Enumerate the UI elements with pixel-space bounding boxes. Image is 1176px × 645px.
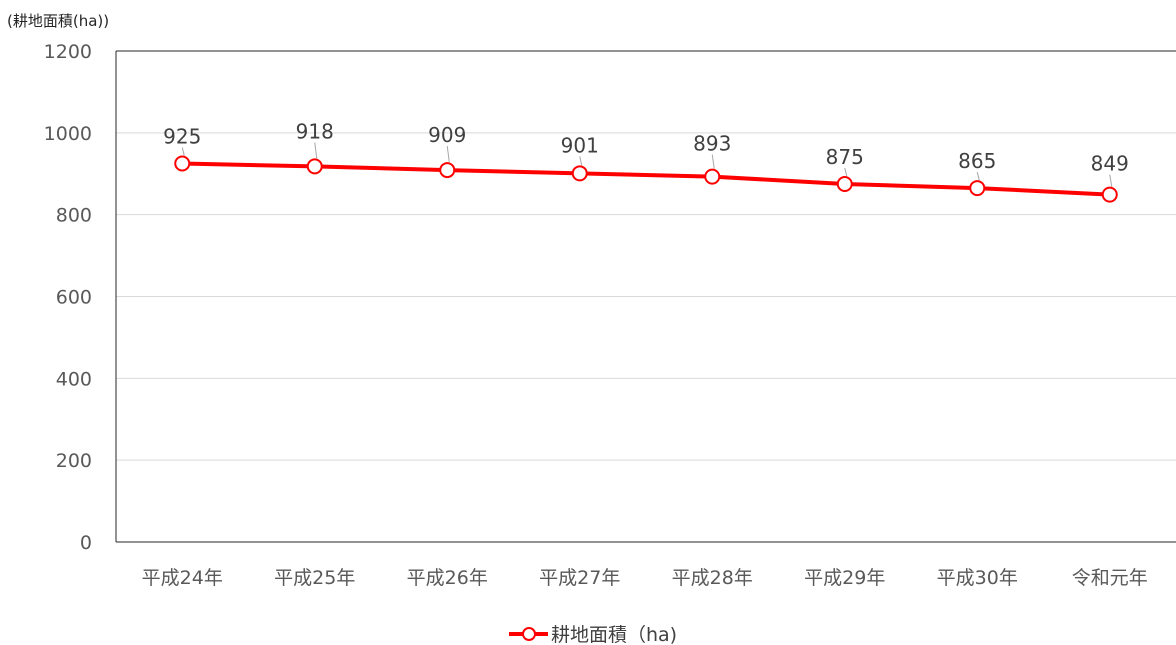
legend-label: 耕地面積（ha) [551,624,677,645]
data-label-leader [976,171,980,181]
data-point [439,162,456,179]
data-label-leader [446,146,450,163]
series-line [182,161,1110,197]
data-label: 925 [163,125,201,149]
data-labels: 925 918 909 901 893 875 865 849 [163,119,1129,175]
y-tick-label: 0 [80,532,92,554]
x-tick-label: 平成30年 [937,567,1018,589]
y-tick-label: 1200 [44,41,92,63]
x-tick-label: 平成29年 [804,567,885,589]
data-point [969,180,986,197]
data-label: 865 [958,149,996,173]
y-tick-label: 400 [56,368,92,390]
data-points [174,155,1118,203]
data-label-leader [181,147,185,156]
axes [115,50,1176,543]
legend-swatch-marker [522,627,536,641]
data-point [836,175,853,192]
data-point [306,158,323,175]
gridlines [116,50,1176,461]
data-label-leader [711,154,715,169]
data-point [1101,186,1118,203]
y-axis-unit-label: (耕地面積(ha)) [7,12,109,30]
data-label: 901 [561,133,599,157]
data-label: 909 [428,123,466,147]
x-tick-labels: 平成24年 平成25年 平成26年 平成27年 平成28年 平成29年 平成30年 令和元年 [142,567,1148,589]
data-label-leader [1109,174,1113,187]
x-tick-label: 平成24年 [142,567,223,589]
data-point [174,155,191,172]
data-point [571,165,588,182]
y-tick-label: 800 [56,205,92,227]
data-label-leader [314,142,318,159]
data-label-leader [579,156,583,166]
data-label: 918 [296,119,334,143]
x-tick-label: 平成28年 [672,567,753,589]
legend: 耕地面積（ha) [509,624,677,645]
y-tick-label: 200 [56,450,92,472]
x-tick-label: 平成25年 [274,567,355,589]
y-tick-label: 1000 [44,123,92,145]
series-lines [182,161,1110,197]
y-tick-label: 600 [56,287,92,309]
data-label: 875 [826,145,864,169]
x-tick-label: 平成26年 [407,567,488,589]
data-label-leaders [181,142,1113,187]
data-label: 849 [1091,152,1129,176]
data-label-leader [844,167,848,177]
y-tick-labels: 0 200 400 600 800 1000 1200 [44,41,92,554]
data-label: 893 [693,132,731,156]
x-tick-label: 平成27年 [539,567,620,589]
data-point [704,168,721,185]
x-tick-label: 令和元年 [1072,567,1148,589]
